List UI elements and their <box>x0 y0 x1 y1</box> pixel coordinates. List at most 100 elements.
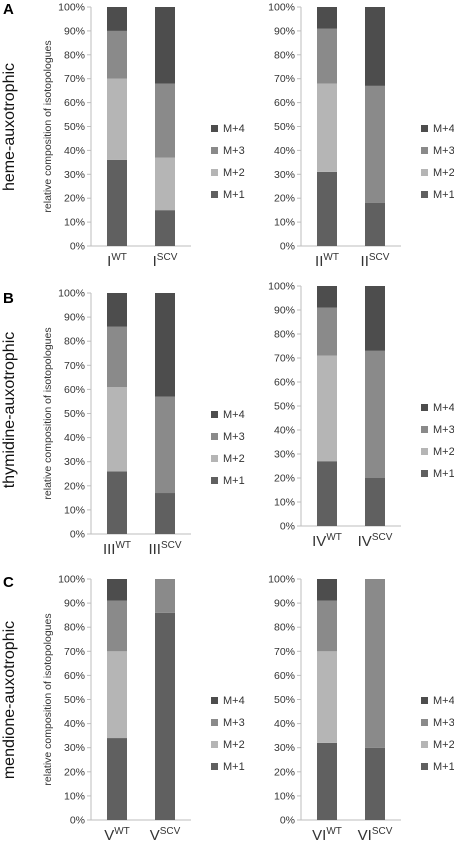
y-tick-label: 60% <box>64 97 85 109</box>
legend-swatch <box>421 697 428 704</box>
legend-label: M+2 <box>433 446 454 458</box>
legend-swatch <box>211 411 218 418</box>
chart-panel-3: 0% 10% 20% 30% 40% 50% 60% 70% 80% 90% 100% IIIWT II… <box>1 288 245 559</box>
x-category-label: ISCV <box>153 252 178 270</box>
y-tick-label: 10% <box>64 790 85 802</box>
y-tick-label: 40% <box>274 718 295 730</box>
legend-label: M+4 <box>433 123 454 135</box>
bar-segment-m1-wt <box>107 471 127 534</box>
legend-swatch <box>211 697 218 704</box>
y-tick-label: 70% <box>64 73 85 85</box>
legend-label: M+3 <box>433 717 454 729</box>
chart-panel-1: 0% 10% 20% 30% 40% 50% 60% 70% 80% 90% 100% IWT ISCV… <box>1 1 245 270</box>
y-tick-label: 80% <box>274 329 295 341</box>
legend-swatch <box>421 448 428 455</box>
y-tick-label: 30% <box>274 742 295 754</box>
legend-swatch <box>211 477 218 484</box>
legend-swatch <box>421 719 428 726</box>
row-label: thymidine-auxotrophic <box>1 332 18 489</box>
x-category-label: IIIWT <box>103 540 131 558</box>
legend-swatch <box>421 125 428 132</box>
y-tick-label: 0% <box>70 241 85 253</box>
legend-swatch <box>211 763 218 770</box>
y-tick-label: 80% <box>64 336 85 348</box>
x-category-label: IISCV <box>361 252 390 270</box>
y-tick-label: 10% <box>274 217 295 229</box>
bar-segment-m4-scv <box>365 286 385 351</box>
legend-label: M+1 <box>223 189 245 201</box>
legend-label: M+2 <box>223 739 245 751</box>
bar-segment-m1-scv <box>155 612 175 820</box>
bar-segment-m2-wt <box>107 651 127 739</box>
bar-segment-m2-wt <box>107 386 127 472</box>
row-label: mendione-auxotrophic <box>1 621 18 779</box>
y-tick-label: 70% <box>274 646 295 658</box>
y-tick-label: 40% <box>64 145 85 157</box>
y-axis-title: relative composition of isotopologues <box>42 40 54 212</box>
legend-swatch <box>421 426 428 433</box>
y-tick-label: 50% <box>274 401 295 413</box>
y-tick-label: 100% <box>58 288 85 300</box>
bar-segment-m4-wt <box>107 7 127 31</box>
chart-panel-4: 0% 10% 20% 30% 40% 50% 60% 70% 80% 90% 100% IVWT IVS… <box>268 281 454 551</box>
y-tick-label: 30% <box>274 169 295 181</box>
bar-segment-m3-wt <box>107 30 127 79</box>
legend-label: M+4 <box>223 695 245 707</box>
chart-panel-5: 0% 10% 20% 30% 40% 50% 60% 70% 80% 90% 100% VWT VSCV… <box>1 574 245 845</box>
legend-label: M+3 <box>223 717 245 729</box>
bar-segment-m4-wt <box>317 579 337 601</box>
y-tick-label: 20% <box>64 193 85 205</box>
legend-label: M+1 <box>433 189 454 201</box>
y-tick-label: 70% <box>274 73 295 85</box>
y-tick-label: 90% <box>274 305 295 317</box>
bar-segment-m3-scv <box>155 579 175 613</box>
legend-label: M+4 <box>223 409 245 421</box>
bar-segment-m4-wt <box>107 579 127 601</box>
y-tick-label: 30% <box>64 169 85 181</box>
bar-segment-m1-wt <box>317 742 337 820</box>
y-tick-label: 60% <box>64 384 85 396</box>
y-tick-label: 10% <box>64 504 85 516</box>
x-category-label: IVWT <box>312 532 342 550</box>
bar-segment-m3-scv <box>365 350 385 478</box>
y-tick-label: 80% <box>274 49 295 61</box>
y-tick-label: 30% <box>64 742 85 754</box>
legend-swatch <box>421 404 428 411</box>
y-tick-label: 60% <box>274 377 295 389</box>
chart-panel-6: 0% 10% 20% 30% 40% 50% 60% 70% 80% 90% 100% VIWT VIS… <box>268 574 454 845</box>
y-tick-label: 50% <box>64 694 85 706</box>
legend-swatch <box>211 433 218 440</box>
y-tick-label: 90% <box>64 312 85 324</box>
y-tick-label: 20% <box>274 193 295 205</box>
legend-swatch <box>421 191 428 198</box>
legend-swatch <box>211 169 218 176</box>
bar-segment-m3-wt <box>317 600 337 652</box>
legend-swatch <box>421 741 428 748</box>
bar-segment-m1-scv <box>365 478 385 526</box>
legend-swatch <box>421 169 428 176</box>
y-tick-label: 0% <box>280 241 295 253</box>
legend-swatch <box>211 147 218 154</box>
y-axis-title: relative composition of isotopologues <box>42 613 54 785</box>
panel-letter: A <box>3 1 14 18</box>
bar-segment-m2-wt <box>317 355 337 462</box>
bar-segment-m4-scv <box>365 7 385 86</box>
bar-segment-m4-scv <box>155 7 175 84</box>
panel-letter: B <box>3 290 14 307</box>
y-tick-label: 20% <box>64 766 85 778</box>
legend-label: M+2 <box>433 167 454 179</box>
y-tick-label: 40% <box>274 145 295 157</box>
y-tick-label: 50% <box>274 694 295 706</box>
x-category-label: IIWT <box>315 252 339 270</box>
y-tick-label: 0% <box>70 815 85 827</box>
y-tick-label: 10% <box>274 497 295 509</box>
y-tick-label: 0% <box>280 815 295 827</box>
y-tick-label: 40% <box>64 432 85 444</box>
legend-label: M+1 <box>433 468 454 480</box>
y-tick-label: 80% <box>64 49 85 61</box>
bar-segment-m1-wt <box>107 159 127 246</box>
bar-segment-m2-wt <box>317 83 337 172</box>
y-tick-label: 50% <box>274 121 295 133</box>
x-category-label: IWT <box>107 252 127 270</box>
